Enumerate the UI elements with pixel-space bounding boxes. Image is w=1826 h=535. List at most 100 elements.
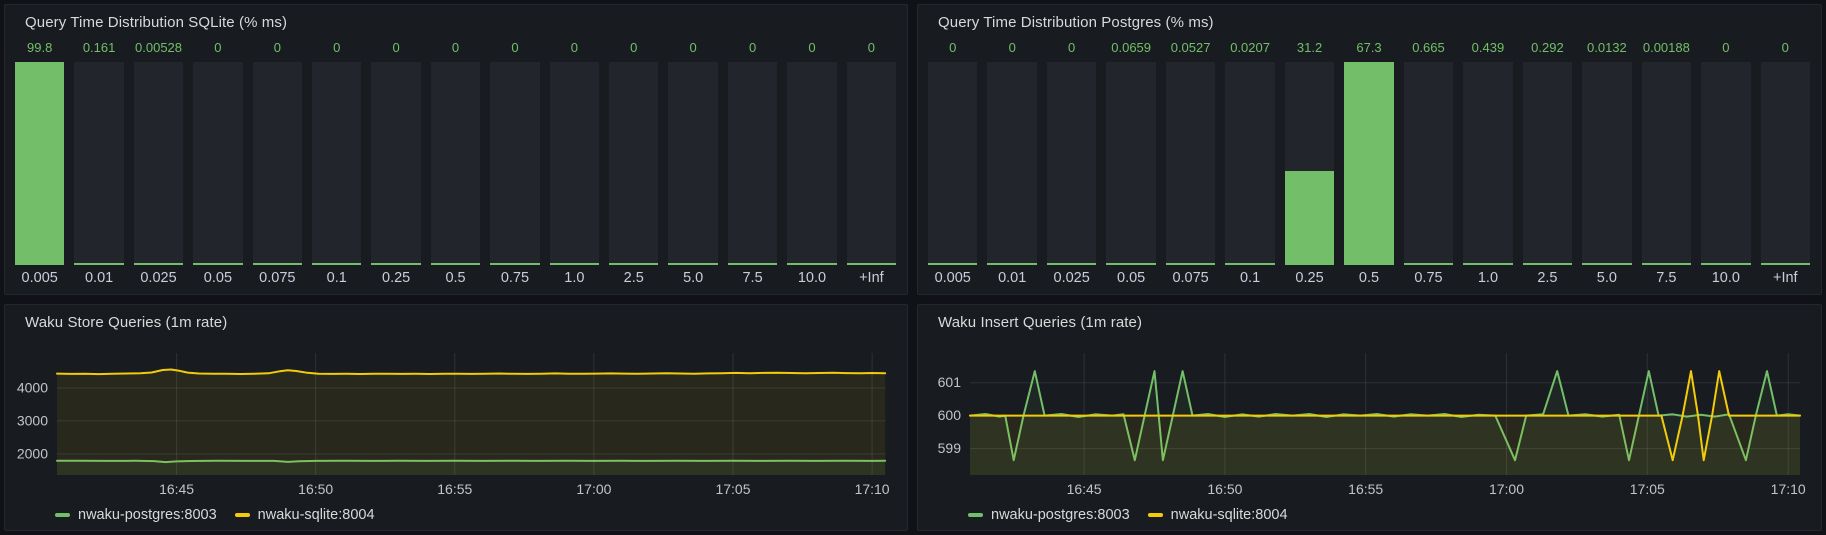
bar-category-label: 0.5 — [445, 270, 466, 286]
bar-cell: 99.8 0.005 — [15, 39, 65, 288]
bar-track — [727, 62, 778, 265]
series-line-nwaku-postgres:8003 — [969, 370, 1801, 462]
bar-cell: 0.00188 7.5 — [1641, 39, 1692, 288]
panel-query-time-postgres: Query Time Distribution Postgres (% ms) … — [917, 4, 1822, 295]
bar-value-label: 31.2 — [1296, 40, 1323, 55]
series-area-nwaku-sqlite:8004 — [970, 371, 1800, 475]
bar-track — [846, 62, 897, 265]
bar-track — [133, 62, 184, 265]
bar-cell: 0 0.1 — [312, 39, 362, 288]
x-tick-label: 16:45 — [159, 481, 194, 497]
bar-cell: 0.161 0.01 — [74, 39, 124, 288]
legend-swatch — [234, 513, 250, 517]
bar-value-label: 0 — [867, 40, 875, 55]
series-line-nwaku-postgres:8003 — [56, 459, 887, 464]
bar-cell: 31.2 0.25 — [1284, 39, 1335, 288]
x-tick-label: 17:05 — [715, 481, 750, 497]
plot-area[interactable]: 4000 3000 2000 16:45 16:50 16:55 17:00 17:05 17:… — [5, 305, 907, 530]
bar-fill — [668, 263, 718, 265]
bar-value-label: 0.00188 — [1642, 40, 1690, 55]
bar-fill — [549, 263, 600, 265]
bar-track — [1106, 62, 1156, 265]
bar-cell: 0 2.5 — [609, 39, 659, 288]
bar-fill — [1582, 263, 1632, 265]
legend-item-nwaku-postgres:8003[interactable]: nwaku-postgres:8003 — [55, 507, 217, 523]
x-tick-label: 16:45 — [1067, 481, 1102, 497]
bar-category-label: 0.25 — [1295, 270, 1324, 286]
legend-swatch — [968, 513, 983, 517]
bar-value-label: 0.0527 — [1170, 40, 1211, 55]
panel-title-postgres[interactable]: Query Time Distribution Postgres (% ms) — [938, 14, 1214, 31]
y-tick-label: 2000 — [17, 445, 48, 461]
bar-track — [15, 62, 65, 265]
bar-fill — [430, 263, 481, 265]
legend-item-nwaku-postgres:8003[interactable]: nwaku-postgres:8003 — [968, 507, 1130, 523]
bar-track — [1760, 62, 1811, 265]
bar-fill — [252, 263, 303, 265]
bar-gauge-postgres: 0 0.005 0 0.01 0 0.025 0.0659 0.05 0.0527 0.075 0.… — [928, 39, 1811, 288]
bar-category-label: 0.1 — [326, 270, 347, 286]
panel-title-store-queries[interactable]: Waku Store Queries (1m rate) — [25, 314, 228, 331]
y-tick-label: 3000 — [17, 412, 48, 428]
bar-cell: 0 1.0 — [549, 39, 600, 288]
bar-track — [668, 62, 718, 265]
bar-value-label: 67.3 — [1356, 40, 1382, 55]
bar-cell: 0 10.0 — [787, 39, 837, 288]
bar-category-label: 10.0 — [1711, 270, 1740, 286]
bar-track — [193, 62, 243, 265]
x-tick-label: 17:00 — [576, 481, 611, 497]
legend-item-nwaku-sqlite:8004[interactable]: nwaku-sqlite:8004 — [1147, 507, 1288, 523]
bar-cell: 0.0132 5.0 — [1582, 39, 1632, 288]
legend: nwaku-postgres:8003 nwaku-sqlite:8004 — [55, 507, 375, 523]
bar-track — [987, 62, 1037, 265]
bar-track — [787, 62, 837, 265]
series-area-nwaku-sqlite:8004 — [57, 369, 886, 475]
bar-cell: 0 0.75 — [490, 39, 540, 288]
bar-fill — [74, 263, 124, 265]
bar-fill — [312, 263, 362, 265]
x-tick-label: 17:10 — [1771, 481, 1806, 497]
legend: nwaku-postgres:8003 nwaku-sqlite:8004 — [968, 507, 1288, 523]
bar-cell: 0 0.005 — [928, 39, 978, 288]
bar-category-label: 2.5 — [623, 270, 644, 286]
bar-fill — [1284, 170, 1335, 265]
bar-category-label: 0.75 — [500, 270, 530, 286]
bar-value-label: 0 — [630, 40, 638, 55]
bar-fill — [1106, 263, 1156, 265]
plot-area[interactable]: 601 600 599 16:45 16:50 16:55 17:00 17:05 17:10 — [918, 305, 1821, 530]
legend-swatch — [55, 513, 70, 517]
bar-track — [1165, 62, 1216, 265]
bar-track — [1403, 62, 1454, 265]
x-tick-label: 16:50 — [298, 481, 333, 497]
bar-category-label: 0.05 — [203, 270, 233, 286]
bar-value-label: 0 — [1781, 40, 1789, 55]
legend-series-label: nwaku-postgres:8003 — [78, 507, 217, 523]
bar-category-label: 0.075 — [259, 270, 296, 286]
bar-fill — [193, 263, 243, 265]
legend-series-label: nwaku-sqlite:8004 — [257, 507, 375, 523]
panel-title-insert-queries[interactable]: Waku Insert Queries (1m rate) — [938, 314, 1143, 331]
bar-cell: 0 5.0 — [668, 39, 718, 288]
bar-value-label: 0 — [1008, 40, 1016, 55]
bar-cell: 0.0527 0.075 — [1165, 39, 1216, 288]
bar-category-label: 10.0 — [797, 270, 827, 286]
bar-fill — [928, 263, 978, 265]
bar-cell: 0.0659 0.05 — [1106, 39, 1156, 288]
bar-value-label: 0 — [748, 40, 757, 55]
x-tick-label: 17:05 — [1630, 481, 1665, 497]
bar-cell: 0.0207 0.1 — [1225, 39, 1275, 288]
bar-cell: 0 0.075 — [252, 39, 303, 288]
bar-value-label: 0.161 — [82, 40, 116, 55]
bar-category-label: 0.1 — [1239, 270, 1261, 286]
y-tick-label: 601 — [938, 374, 962, 390]
timeseries-waku-insert[interactable]: 601 600 599 16:45 16:50 16:55 17:00 17:05 17:10 n… — [918, 305, 1821, 530]
panel-waku-store-queries: Waku Store Queries (1m rate) 4000 3000 200… — [4, 304, 908, 531]
bar-category-label: 0.025 — [1053, 270, 1090, 286]
panel-title-sqlite[interactable]: Query Time Distribution SQLite (% ms) — [25, 14, 288, 31]
legend-item-nwaku-sqlite:8004[interactable]: nwaku-sqlite:8004 — [234, 507, 375, 523]
bar-fill — [1641, 263, 1692, 265]
bar-category-label: 0.25 — [382, 270, 411, 286]
timeseries-waku-store[interactable]: 4000 3000 2000 16:45 16:50 16:55 17:00 17:05 17:… — [5, 305, 907, 530]
panel-query-time-sqlite: Query Time Distribution SQLite (% ms) 99… — [4, 4, 908, 295]
